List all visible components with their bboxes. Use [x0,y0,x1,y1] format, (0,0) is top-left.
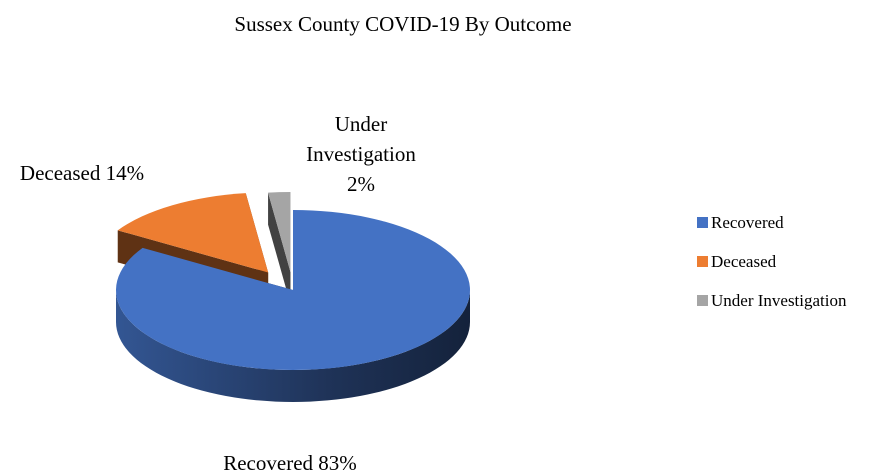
legend-label: Recovered [711,213,784,232]
data-label-under-investigation: Under Investigation 2% [306,112,416,196]
legend: Recovered Deceased Under Investigation [697,213,847,310]
legend-label: Deceased [711,252,777,271]
legend-label: Under Investigation [711,291,847,310]
legend-item-under-investigation: Under Investigation [697,291,847,310]
legend-swatch [697,217,708,228]
data-label-line: Investigation [306,142,416,166]
legend-swatch [697,295,708,306]
data-label-line: Under [335,112,387,136]
data-label-line: Recovered 83% [223,451,357,474]
chart-title: Sussex County COVID-19 By Outcome [234,12,571,36]
slice-wall-recovered [116,290,470,402]
data-label-line: 2% [347,172,375,196]
data-labels: Recovered 83% Deceased 14% Under Investigat… [20,112,416,474]
legend-item-recovered: Recovered [697,213,784,232]
legend-item-deceased: Deceased [697,252,777,271]
slice-under-investigation [268,191,291,272]
pie-plot-area [115,191,470,402]
slice-side-under-investigation [268,192,291,304]
slice-deceased [117,193,269,273]
data-label-deceased: Deceased 14% [20,161,144,185]
legend-swatch [697,256,708,267]
data-label-recovered: Recovered 83% [223,451,357,474]
slice-recovered [115,210,470,370]
slice-cut-face-under-investigation-0 [268,192,291,304]
data-label-line: Deceased 14% [20,161,144,185]
